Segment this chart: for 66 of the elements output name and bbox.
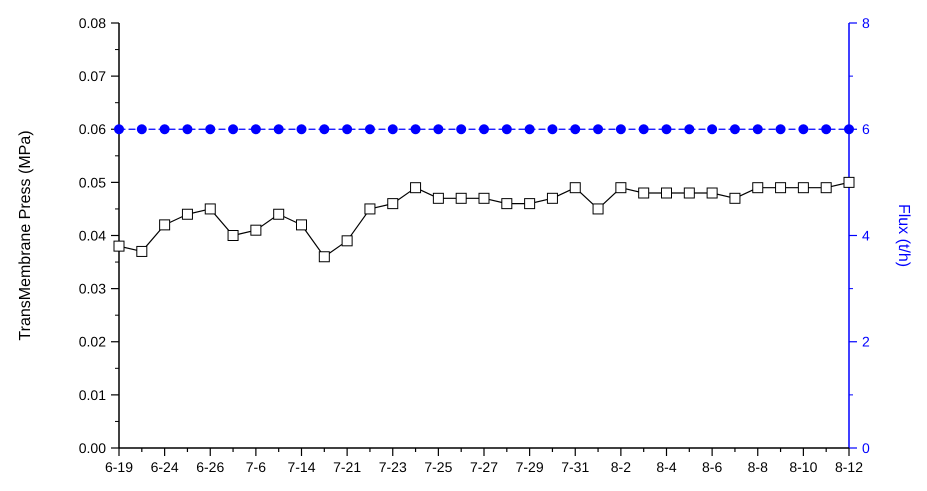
x-tick-label: 7-14 xyxy=(287,459,316,475)
point xyxy=(432,192,444,204)
y-tick-label: 0.03 xyxy=(78,280,106,297)
y-tick-label: 0.00 xyxy=(78,440,106,456)
point xyxy=(546,192,558,204)
x-tick-label: 8-2 xyxy=(610,459,632,475)
point xyxy=(204,203,216,214)
y-tick-label: 0.02 xyxy=(78,334,106,350)
point xyxy=(524,198,536,210)
point xyxy=(820,182,832,194)
x-tick-label: 6-19 xyxy=(104,459,134,475)
x-tick-label: 8-10 xyxy=(789,459,818,475)
point xyxy=(752,182,764,194)
x-tick-label: 8-12 xyxy=(834,459,864,475)
point xyxy=(684,188,695,198)
x-tick-label: 7-27 xyxy=(470,459,498,475)
x-tick-label: 7-21 xyxy=(333,459,362,475)
point xyxy=(387,198,398,210)
point xyxy=(706,188,718,198)
point xyxy=(570,182,581,194)
x-tick-label: 7-31 xyxy=(561,459,590,475)
y-tick-label: 0.01 xyxy=(78,386,106,403)
point xyxy=(638,188,650,198)
x-tick-label: 7-29 xyxy=(516,459,544,475)
point xyxy=(342,235,353,246)
x-tick-label: 8-6 xyxy=(702,459,722,475)
x-tick-label: 8-4 xyxy=(656,459,677,475)
x-tick-label: 8-8 xyxy=(748,459,768,475)
point xyxy=(615,182,626,194)
point xyxy=(159,219,170,230)
point xyxy=(228,230,239,241)
y-tick-label: 0.07 xyxy=(78,68,106,84)
x-tick-label: 7-23 xyxy=(378,459,407,475)
point xyxy=(318,251,330,262)
point xyxy=(136,246,148,257)
point xyxy=(114,240,124,252)
point xyxy=(410,182,422,194)
point xyxy=(273,208,284,220)
point xyxy=(478,192,490,204)
x-tick-label: 6-26 xyxy=(196,459,224,475)
y2-tick-label: 2 xyxy=(862,334,870,350)
y-tick-label: 0.06 xyxy=(78,121,106,138)
y2-tick-label: 8 xyxy=(862,14,870,31)
y-tick-label: 0.05 xyxy=(78,174,106,190)
point xyxy=(456,192,467,204)
point xyxy=(182,208,193,220)
point xyxy=(296,219,307,230)
point xyxy=(798,182,809,194)
x-tick-label: 7-25 xyxy=(424,459,453,475)
y2-tick-label: 4 xyxy=(862,227,870,244)
y2-tick-label: 0 xyxy=(862,440,870,456)
y-tick-label: 0.04 xyxy=(78,227,106,244)
point xyxy=(775,182,786,194)
point xyxy=(729,192,740,204)
point xyxy=(661,188,672,198)
x-tick-label: 6-24 xyxy=(150,459,179,475)
x-tick-label: 7-6 xyxy=(246,459,266,475)
y-tick-label: 0.08 xyxy=(78,14,106,31)
y2-tick-label: 6 xyxy=(862,121,870,138)
point xyxy=(364,203,376,214)
point xyxy=(501,198,512,210)
y-axis-title: TransMembrane Press (MPa) xyxy=(17,130,34,341)
y2-axis-title: Flux (t/h) xyxy=(895,204,912,268)
point xyxy=(592,203,604,214)
point xyxy=(250,224,262,236)
point xyxy=(844,176,854,188)
